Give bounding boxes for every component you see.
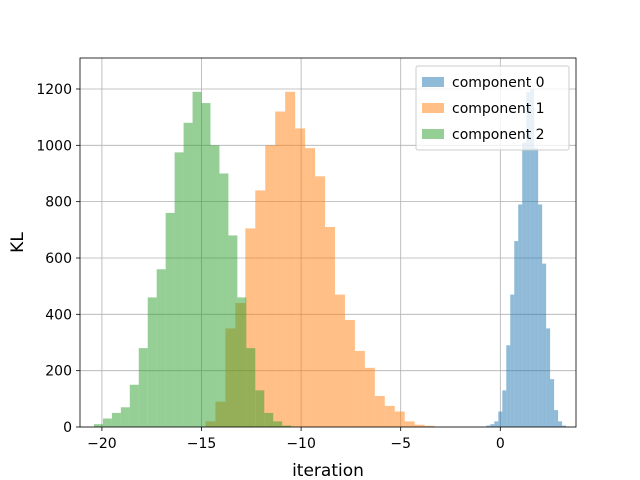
histogram-bar <box>530 88 535 427</box>
histogram-bar <box>183 122 193 428</box>
histogram-bar <box>275 111 286 428</box>
histogram-bar <box>384 405 395 427</box>
histogram-bar <box>237 297 247 427</box>
histogram-bar <box>506 345 511 427</box>
histogram-bar <box>93 424 103 427</box>
y-tick-label: 1200 <box>36 82 72 98</box>
histogram-bar <box>165 212 175 427</box>
histogram-bar <box>264 412 274 427</box>
series-2 <box>93 91 292 428</box>
histogram-bar <box>305 148 316 428</box>
legend-label: component 2 <box>452 127 545 143</box>
histogram-bar <box>344 319 355 427</box>
histogram-bar <box>111 412 121 427</box>
histogram-bar <box>120 407 130 427</box>
histogram-bar <box>526 91 531 428</box>
histogram-bar <box>486 425 491 427</box>
histogram-bar <box>554 410 559 427</box>
histogram-bar <box>174 152 184 427</box>
histogram-bar <box>129 384 139 427</box>
histogram-bar <box>494 421 499 427</box>
y-tick-label: 200 <box>45 364 72 380</box>
histogram-bar <box>210 145 220 427</box>
y-axis-ticks: 0 200 400 600 800 1000 1200 <box>36 82 80 436</box>
y-tick-label: 1000 <box>36 138 72 154</box>
histogram-bar <box>510 294 515 427</box>
histogram-bars <box>93 88 567 428</box>
histogram-bar <box>558 421 563 427</box>
histogram-bar <box>534 148 539 428</box>
x-axis-label: iteration <box>292 461 364 480</box>
legend-swatch <box>422 77 444 87</box>
legend-label: component 0 <box>452 75 545 91</box>
x-axis-ticks: −20 −15 −10 −5 0 <box>87 427 505 452</box>
histogram-bar <box>156 269 166 427</box>
histogram-bar <box>404 421 415 427</box>
histogram-bar <box>219 173 229 427</box>
histogram-bar <box>334 294 345 427</box>
x-tick-label: −20 <box>87 436 117 452</box>
histogram-bar <box>394 411 405 427</box>
histogram-bar <box>315 176 326 427</box>
x-tick-label: 0 <box>496 436 505 452</box>
histogram-bar <box>354 350 365 427</box>
x-tick-label: −15 <box>187 436 217 452</box>
histogram-bar <box>550 379 555 427</box>
y-tick-label: 800 <box>45 195 72 211</box>
y-tick-label: 400 <box>45 307 72 323</box>
histogram-bar <box>518 204 523 427</box>
y-tick-label: 600 <box>45 251 72 267</box>
legend-swatch <box>422 129 444 139</box>
histogram-bar <box>201 103 211 428</box>
plot-frame <box>79 57 577 428</box>
histogram-bar <box>138 348 148 427</box>
histogram-bar <box>255 390 265 427</box>
histogram-bar <box>192 91 202 428</box>
legend: component 0 component 1 component 2 <box>415 65 570 151</box>
x-tick-label: −10 <box>286 436 316 452</box>
histogram-bar <box>490 424 495 427</box>
histogram-bar <box>265 145 276 427</box>
histogram-bar <box>424 425 435 427</box>
y-tick-label: 0 <box>63 420 72 436</box>
y-axis-label: KL <box>8 232 28 253</box>
histogram-bar <box>273 421 283 427</box>
histogram-bar <box>325 227 335 427</box>
series-0 <box>486 88 567 428</box>
histogram-bar <box>542 263 547 427</box>
histogram-bar <box>245 228 256 427</box>
histogram-bar <box>255 190 266 427</box>
legend-label: component 1 <box>452 101 545 117</box>
x-tick-label: −5 <box>390 436 411 452</box>
histogram-bar <box>522 142 527 427</box>
histogram-bar <box>538 204 543 427</box>
histogram-bar <box>502 390 507 427</box>
legend-swatch <box>422 103 444 113</box>
histogram-bar <box>295 128 306 427</box>
histogram-bar <box>514 241 519 427</box>
histogram-bar <box>546 328 551 427</box>
histogram-bar <box>498 411 503 427</box>
legend-box <box>415 65 570 151</box>
histogram-bar <box>364 367 375 427</box>
histogram-bar <box>414 424 425 427</box>
histogram-bar <box>282 425 292 427</box>
histogram-bar <box>285 91 296 428</box>
histogram-bar <box>246 348 256 427</box>
histogram-bar <box>562 425 567 427</box>
histogram-bar <box>374 396 385 427</box>
histogram-bar <box>147 297 157 427</box>
histogram-bar <box>102 418 112 427</box>
histogram-bar <box>228 235 238 427</box>
